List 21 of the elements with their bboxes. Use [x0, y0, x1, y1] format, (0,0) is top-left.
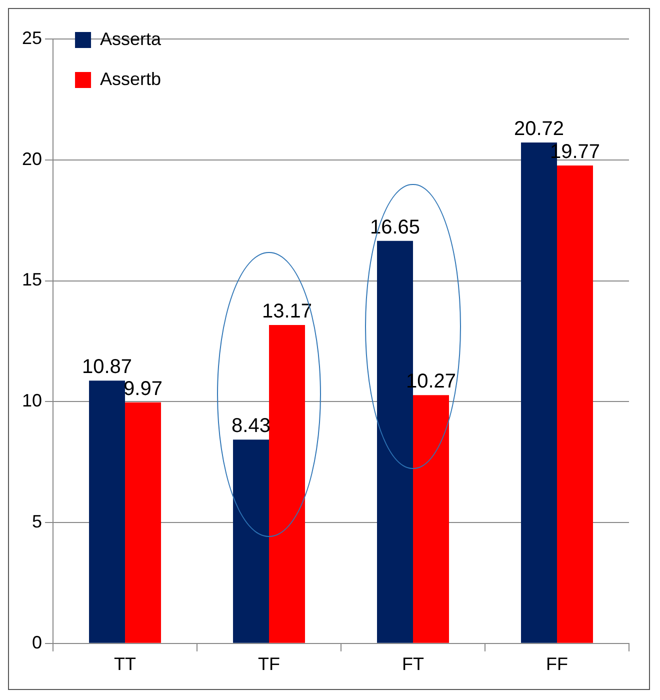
- x-tick-label: TF: [258, 654, 280, 674]
- x-tick-label: FF: [546, 654, 568, 674]
- y-tick-label: 20: [22, 148, 42, 169]
- bar: [233, 440, 270, 643]
- bar: [269, 325, 306, 643]
- bar: [125, 402, 162, 643]
- x-tick-label: FT: [402, 654, 424, 674]
- data-label: 10.87: [82, 356, 132, 378]
- legend-label: Asserta: [100, 28, 162, 49]
- bar: [89, 380, 126, 643]
- bar: [413, 395, 450, 643]
- x-tick-label: TT: [114, 654, 136, 674]
- y-tick-label: 15: [22, 270, 42, 290]
- data-label: 13.17: [262, 300, 312, 323]
- legend-label: Assertb: [100, 68, 162, 89]
- data-label: 20.72: [514, 118, 564, 140]
- y-tick-label: 10: [22, 390, 42, 411]
- bar: [557, 165, 593, 643]
- y-tick-label: 0: [32, 632, 42, 652]
- y-tick-label: 25: [22, 28, 42, 48]
- y-tick-label: 5: [32, 511, 42, 532]
